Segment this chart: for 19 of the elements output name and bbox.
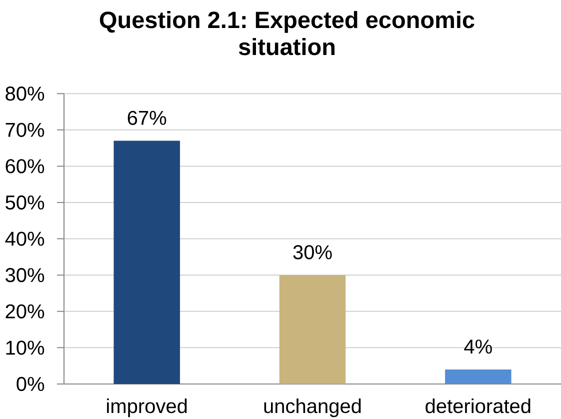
data-label: 67% xyxy=(128,110,166,125)
bar xyxy=(114,140,180,384)
bar xyxy=(445,369,512,384)
data-label: 30% xyxy=(293,245,332,260)
x-tick-label: unchanged xyxy=(264,398,361,418)
data-label: 4% xyxy=(464,340,492,354)
y-tick-label: 30% xyxy=(6,268,44,282)
y-tick-label: 70% xyxy=(6,122,44,137)
y-tick-label: 40% xyxy=(5,232,44,246)
x-tick-label: deteriorated xyxy=(426,398,530,414)
x-tick-label: improved xyxy=(107,398,187,418)
y-tick-label: 0% xyxy=(16,376,44,392)
y-tick-label: 50% xyxy=(6,195,44,210)
chart-title: Question 2.1: Expected economic situation xyxy=(100,10,474,56)
y-tick-label: 10% xyxy=(6,340,44,355)
y-tick-label: 20% xyxy=(6,304,44,318)
y-tick-label: 60% xyxy=(6,159,44,174)
y-tick-label: 80% xyxy=(6,86,44,101)
bar xyxy=(279,275,346,384)
